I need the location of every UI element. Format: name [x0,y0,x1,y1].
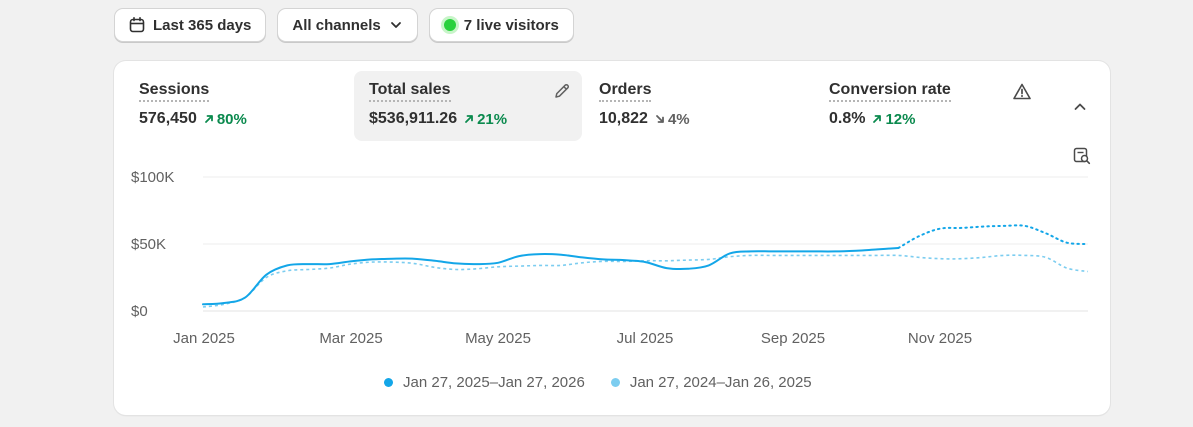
y-tick-label: $50K [131,236,166,253]
legend-item-previous[interactable]: Jan 27, 2024–Jan 26, 2025 [610,374,812,391]
metric-delta-value: 21% [477,110,508,128]
metric-delta: 21% [463,111,507,128]
date-range-label: Last 365 days [153,16,252,34]
series-line-previous [202,254,1089,308]
metric-label: Total sales [369,81,451,102]
metric-delta-value: 4% [667,110,690,128]
edit-pencil-icon[interactable] [553,82,571,100]
metric-value: 0.8% [829,110,866,127]
legend-item-current[interactable]: Jan 27, 2025–Jan 27, 2026 [384,374,585,391]
metric-value-row: 10,822 4% [599,110,784,128]
warning-icon[interactable] [1012,82,1032,102]
chart-legend: Jan 27, 2025–Jan 27, 2026 Jan 27, 2024–J… [384,374,812,391]
x-tick-label: Sep 2025 [761,330,825,347]
x-tick-label: Mar 2025 [319,330,382,347]
metric-value-row: $536,911.26 21% [369,110,567,128]
toolbar: Last 365 days All channels 7 live visito… [114,8,574,42]
legend-dot-previous [610,378,620,387]
chart-explore-icon[interactable] [1073,147,1091,165]
x-tick-label: Jul 2025 [617,330,674,347]
x-tick-label: Nov 2025 [908,330,972,347]
metric-delta: 12% [871,110,916,128]
date-range-button[interactable]: Last 365 days [114,8,267,42]
series-line-current-projected [897,224,1089,249]
metric-total-sales[interactable]: Total sales $536,911.26 21% [354,71,582,141]
metric-delta-value: 12% [885,110,916,128]
metric-value: 10,822 [599,110,648,127]
live-visitors-button[interactable]: 7 live visitors [428,8,574,42]
metric-value-row: 0.8% 12% [829,110,989,128]
metric-sessions[interactable]: Sessions 576,450 80% [124,71,339,141]
legend-label-current: Jan 27, 2025–Jan 27, 2026 [403,374,585,391]
live-visitors-label: 7 live visitors [463,16,559,34]
channels-label: All channels [292,16,381,34]
metric-label: Orders [599,81,652,102]
metric-orders[interactable]: Orders 10,822 4% [584,71,799,141]
arrow-up-right-icon [873,115,882,123]
metrics-card: Sessions 576,450 80% Total sales $536,91… [114,61,1110,415]
x-tick-label: May 2025 [465,330,531,347]
metric-delta: 4% [654,111,690,128]
legend-label-previous: Jan 27, 2024–Jan 26, 2025 [629,374,812,391]
live-status-dot [443,19,456,31]
metric-label: Conversion rate [829,81,951,102]
y-tick-label: $0 [131,303,148,320]
chevron-down-icon [390,22,401,28]
sales-line-chart: $0 $50K $100K Jan 2025 Mar 2025 May 2025 Jul 2… [131,169,1089,347]
arrow-down-right-icon [656,115,664,123]
chevron-up-icon[interactable] [1072,99,1088,115]
metric-delta-value: 80% [216,110,247,128]
metric-label: Sessions [139,81,210,102]
metric-value-row: 576,450 80% [139,110,324,128]
metric-value: 576,450 [139,110,197,127]
series-line-current [202,247,900,306]
y-tick-label: $100K [131,169,174,186]
channels-dropdown[interactable]: All channels [277,8,418,42]
calendar-icon [129,17,145,33]
metric-delta: 80% [203,111,247,128]
legend-dot-current [384,378,393,387]
x-tick-label: Jan 2025 [173,330,235,347]
metric-value: $536,911.26 [369,110,458,127]
arrow-up-right-icon [465,115,473,123]
arrow-up-right-icon [204,115,213,123]
metric-conversion-rate[interactable]: Conversion rate 0.8% 12% [814,71,1004,141]
